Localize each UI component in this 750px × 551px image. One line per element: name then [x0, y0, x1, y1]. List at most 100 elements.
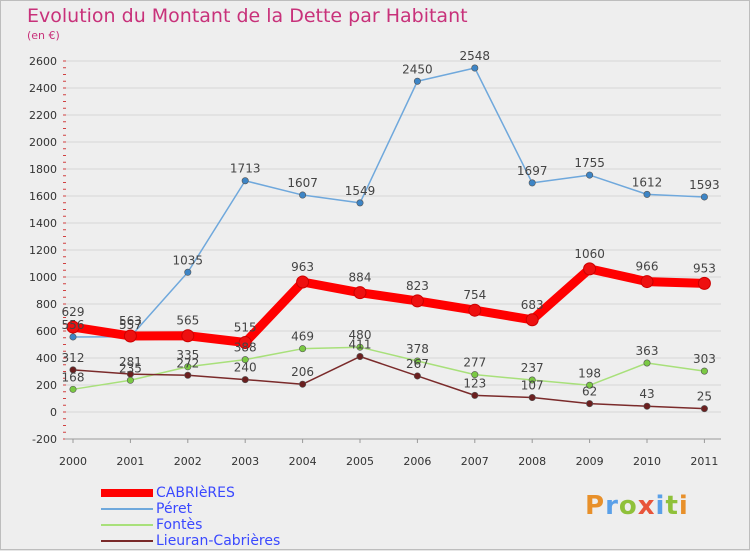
data-label: 1607 [287, 176, 318, 190]
data-point [299, 191, 307, 199]
data-label: 480 [349, 328, 372, 342]
series-line-1 [72, 67, 706, 338]
data-point [471, 371, 479, 379]
data-label: 1593 [689, 178, 720, 192]
data-point [241, 177, 249, 185]
y-tick-label: 1600 [29, 190, 57, 203]
data-label: 335 [176, 348, 199, 362]
data-point [69, 333, 77, 341]
x-tick-label: 2004 [289, 455, 317, 468]
data-label: 629 [62, 305, 85, 319]
data-label: 235 [119, 361, 142, 375]
data-label: 565 [176, 314, 199, 328]
data-point [181, 329, 195, 343]
data-point [528, 179, 536, 187]
logo-letter: i [655, 491, 666, 521]
logo-letter: t [665, 491, 679, 521]
series-line-0 [68, 264, 709, 347]
chart-subtitle: (en €) [27, 29, 60, 42]
data-label: 107 [521, 379, 544, 393]
data-point [69, 385, 77, 393]
x-tick-label: 2010 [633, 455, 661, 468]
data-point [643, 402, 651, 410]
data-label: 25 [697, 390, 712, 404]
data-label: 556 [62, 318, 85, 332]
data-label: 281 [119, 355, 142, 369]
data-label: 563 [119, 314, 142, 328]
data-point [299, 380, 307, 388]
data-label: 272 [176, 356, 199, 370]
data-label: 469 [291, 330, 314, 344]
data-label: 683 [521, 298, 544, 312]
data-label: 953 [693, 261, 716, 275]
data-point [356, 199, 364, 207]
series-line-3 [72, 355, 706, 410]
data-point [299, 345, 307, 353]
x-tick-label: 2000 [59, 455, 87, 468]
legend-swatch [101, 508, 153, 510]
data-label: 198 [578, 366, 601, 380]
data-label: 557 [119, 318, 142, 332]
proxiti-logo: Proxiti [585, 491, 689, 521]
data-label: 206 [291, 365, 314, 379]
data-label: 754 [463, 288, 486, 302]
data-point [586, 381, 594, 389]
data-point [471, 391, 479, 399]
data-label: 62 [582, 385, 597, 399]
data-point [586, 400, 594, 408]
data-label: 378 [406, 342, 429, 356]
y-tick-label: 1800 [29, 163, 57, 176]
data-point [586, 171, 594, 179]
data-label: 388 [234, 341, 257, 355]
data-label: 884 [349, 271, 372, 285]
y-tick-label: 0 [50, 406, 57, 419]
data-label: 267 [406, 357, 429, 371]
data-label: 1755 [574, 156, 605, 170]
logo-letter: o [618, 491, 638, 521]
legend-swatch [101, 524, 153, 526]
y-tick-label: 2000 [29, 136, 57, 149]
legend-label: Péret [156, 501, 193, 517]
series-layer [66, 64, 711, 413]
data-label: 123 [463, 376, 486, 390]
data-label: 1035 [173, 253, 204, 267]
y-tick-label: 800 [36, 298, 57, 311]
y-tick-label: 400 [36, 352, 57, 365]
y-tick-label: 2400 [29, 82, 57, 95]
data-label: 966 [636, 260, 659, 274]
data-point [700, 405, 708, 413]
legend-label: Lieuran-Cabrières [156, 533, 281, 549]
data-point [238, 335, 252, 349]
data-point [69, 366, 77, 374]
x-tick-label: 2002 [174, 455, 202, 468]
x-tick-label: 2001 [116, 455, 144, 468]
data-point [697, 276, 711, 290]
y-tick-label: 200 [36, 379, 57, 392]
series-line-2 [72, 346, 706, 391]
data-point [184, 371, 192, 379]
data-label: 411 [349, 338, 372, 352]
x-tick-label: 2005 [346, 455, 374, 468]
data-point [184, 363, 192, 371]
data-label: 1713 [230, 162, 261, 176]
data-label: 1612 [632, 175, 663, 189]
data-label: 43 [639, 387, 654, 401]
y-tick-label: 600 [36, 325, 57, 338]
data-label: 237 [521, 361, 544, 375]
data-point [353, 286, 367, 300]
data-point [525, 313, 539, 327]
data-label-layer: 629 563 565 515 963 884 823 754 683 1060 966 953 556… [62, 49, 720, 404]
logo-letter: x [637, 491, 656, 521]
data-label: 168 [62, 370, 85, 384]
legend-label: CABRIèRES [156, 485, 235, 501]
x-tick-label: 2011 [690, 455, 718, 468]
data-point [66, 320, 80, 334]
data-label: 963 [291, 260, 314, 274]
data-point [296, 275, 310, 289]
axis-layer: -200 0 200 400 600 800 1000 1200 1400 1600 1800 200… [29, 55, 721, 468]
y-tick-label: 2200 [29, 109, 57, 122]
data-point [410, 294, 424, 308]
data-label: 2450 [402, 62, 433, 76]
y-tick-label: 1000 [29, 271, 57, 284]
